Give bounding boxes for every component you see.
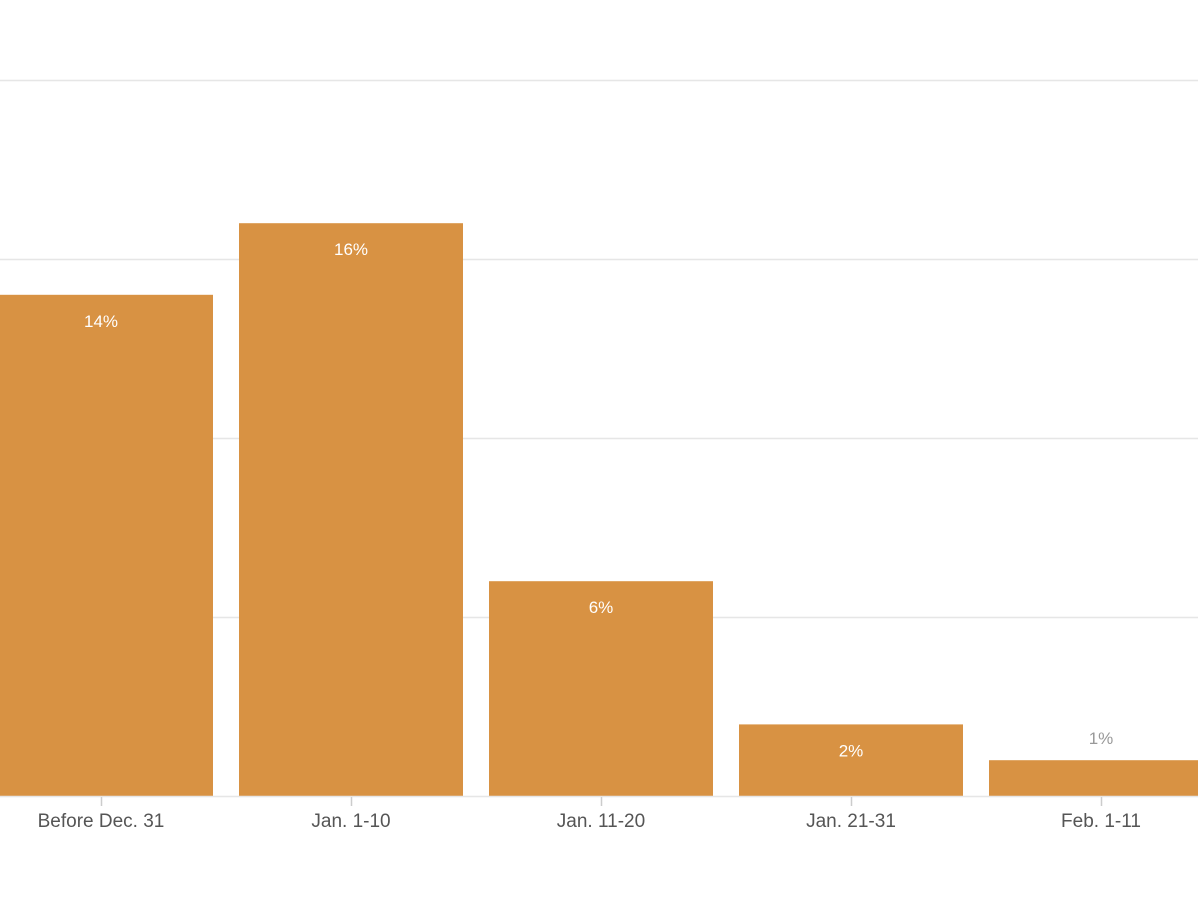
bar xyxy=(489,581,713,796)
bar xyxy=(739,724,963,796)
data-labels: 14% 16% 6% 2% 1% xyxy=(84,240,1113,760)
x-tick-label: Jan. 21-31 xyxy=(806,811,896,832)
x-tick-label: Jan. 11-20 xyxy=(557,811,645,832)
data-label: 1% xyxy=(1089,729,1114,748)
bars xyxy=(0,223,1198,796)
x-tick-label: Jan. 1-10 xyxy=(311,811,390,832)
x-tick-label: Feb. 1-11 xyxy=(1061,811,1141,832)
data-label: 6% xyxy=(589,598,614,617)
x-axis: Before Dec. 31 Jan. 1-10 Jan. 11-20 Jan. 21… xyxy=(0,795,1198,832)
data-label: 16% xyxy=(334,240,368,259)
x-tick-label: Before Dec. 31 xyxy=(38,811,165,832)
bar xyxy=(0,294,213,796)
data-label: 2% xyxy=(839,741,864,760)
data-label: 14% xyxy=(84,312,118,331)
bar xyxy=(989,760,1198,796)
bar xyxy=(239,223,463,796)
